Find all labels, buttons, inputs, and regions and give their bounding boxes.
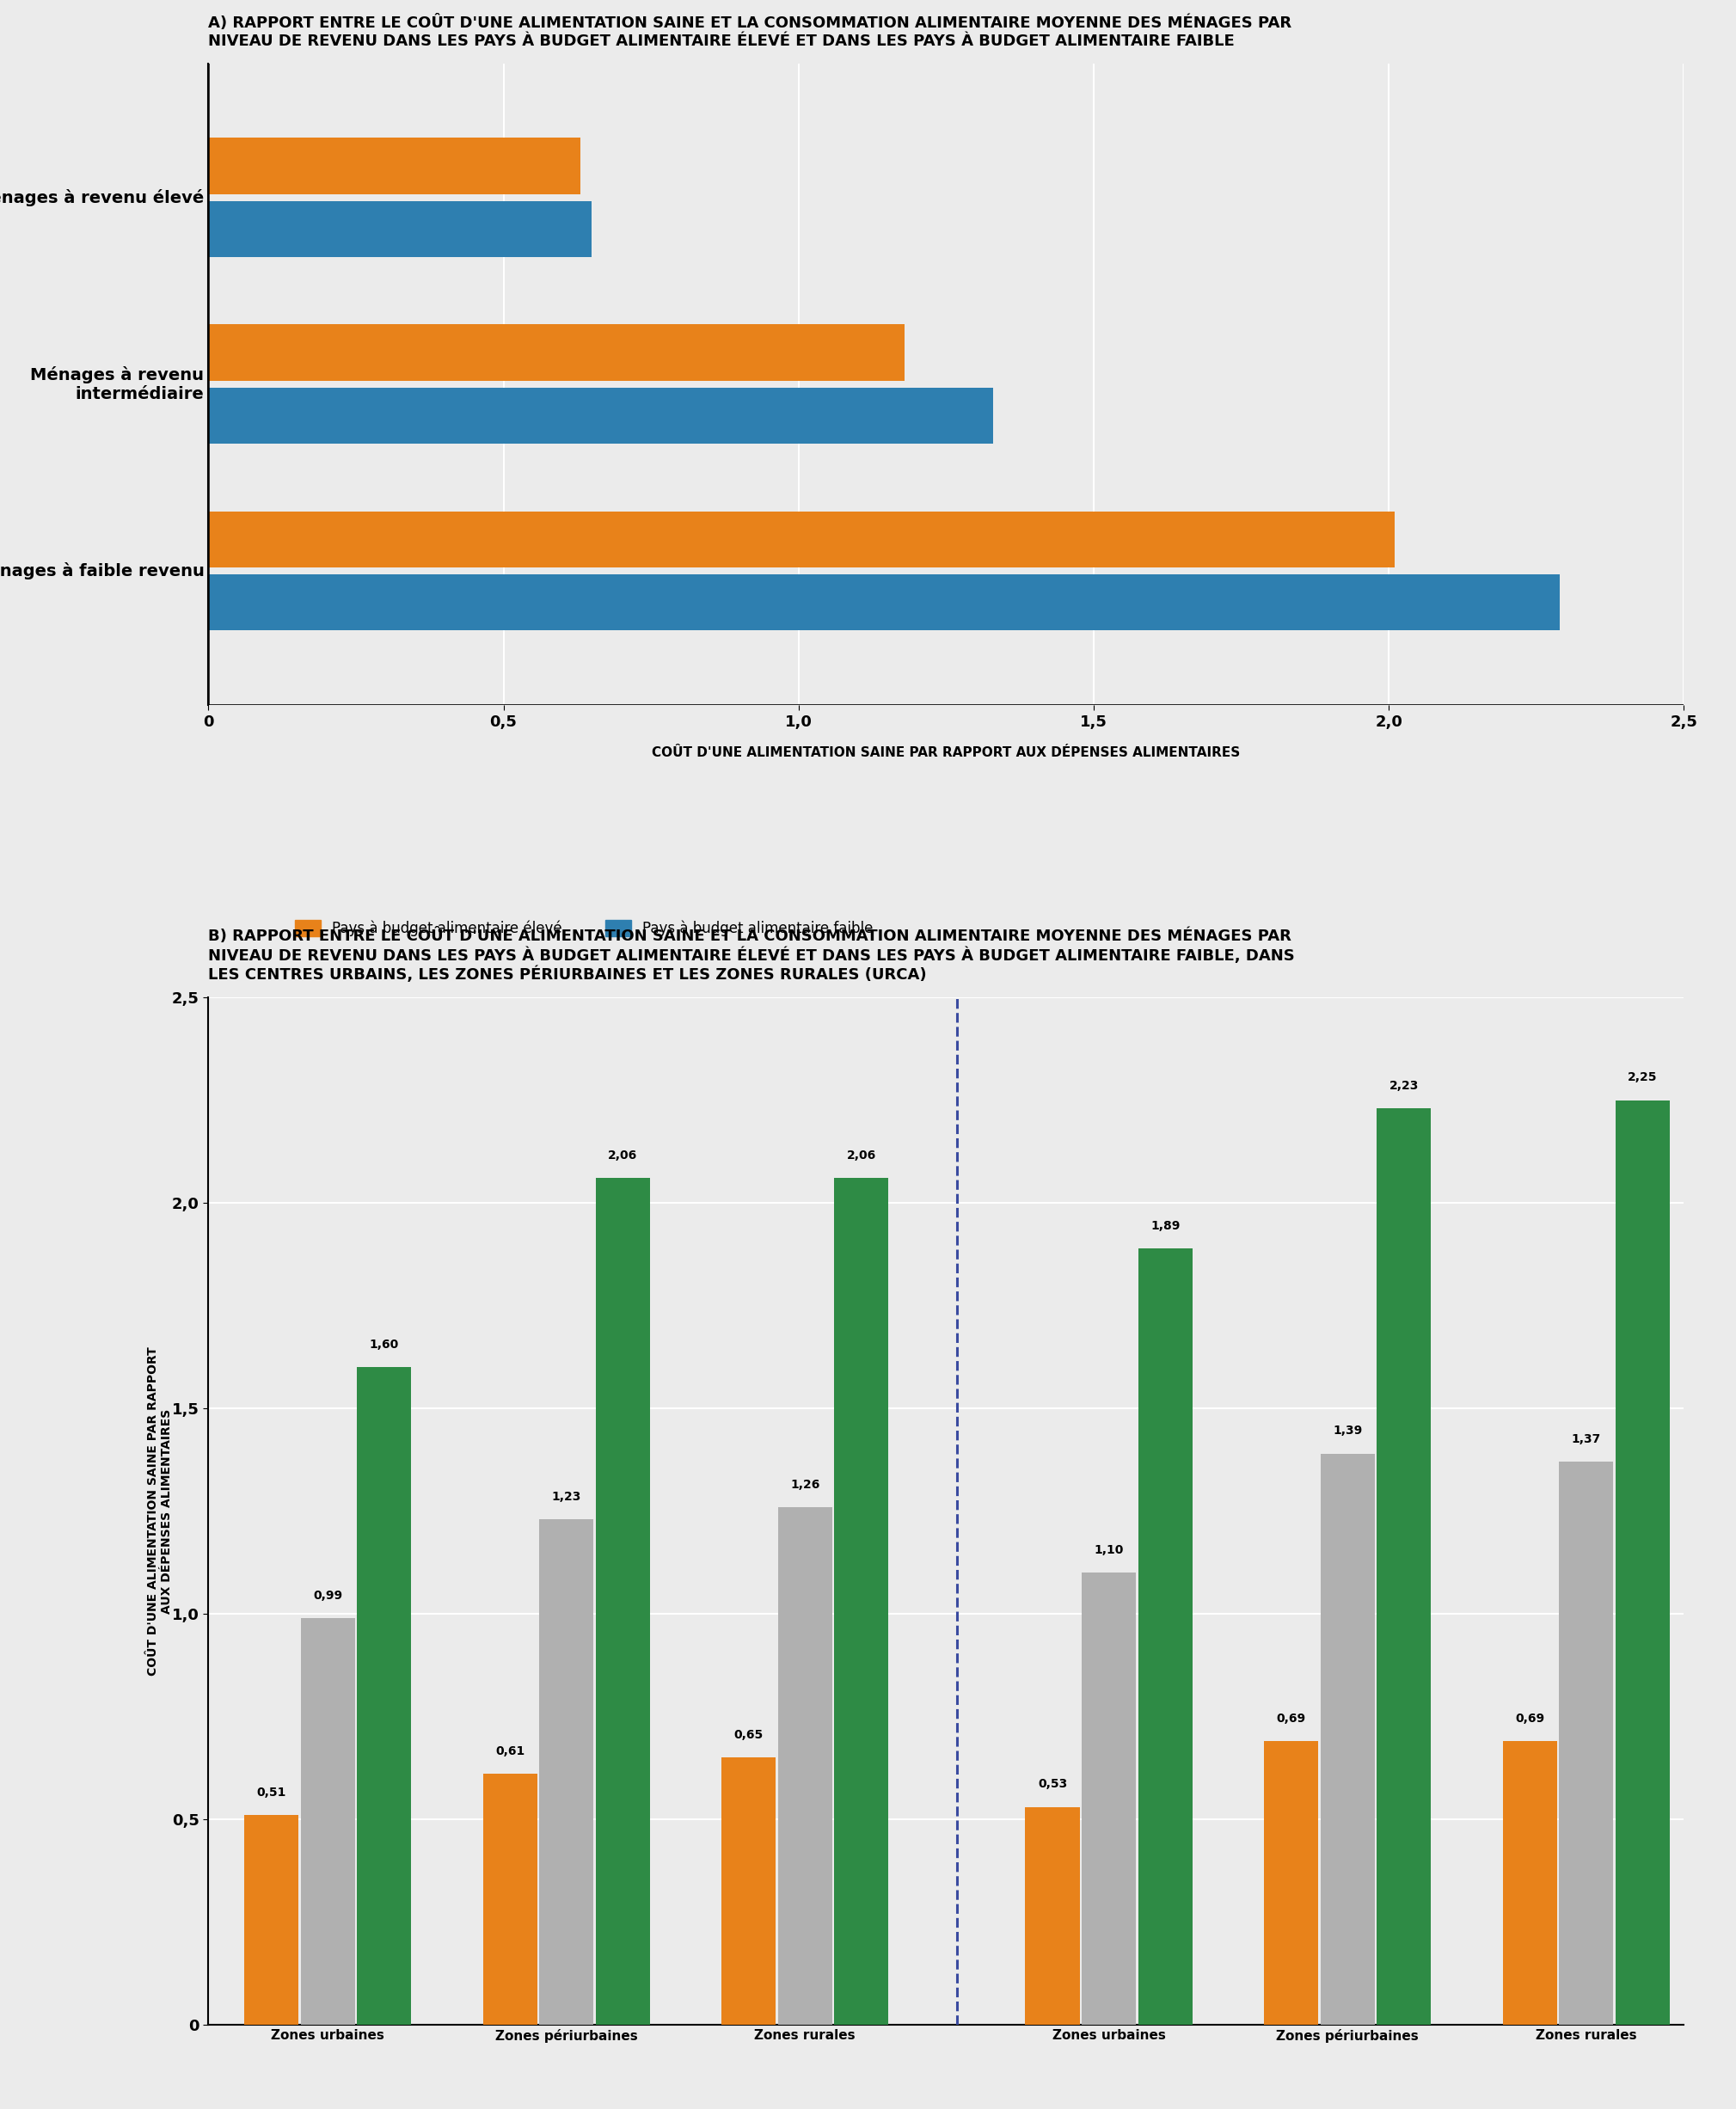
Text: 1,60: 1,60 [370, 1339, 399, 1350]
Text: 1,37: 1,37 [1571, 1434, 1601, 1445]
Text: 1,89: 1,89 [1151, 1219, 1180, 1232]
Bar [245, 1816, 299, 2025]
Bar [1264, 1742, 1318, 2025]
Bar [1082, 1573, 1135, 2025]
Bar [1321, 1453, 1375, 2025]
Text: A) RAPPORT ENTRE LE COÛT D'UNE ALIMENTATION SAINE ET LA CONSOMMATION ALIMENTAIRE: A) RAPPORT ENTRE LE COÛT D'UNE ALIMENTAT… [208, 15, 1292, 49]
Bar [722, 1757, 776, 2025]
Bar [1139, 1249, 1193, 2025]
Bar [1026, 1807, 1080, 2025]
Text: 0,65: 0,65 [734, 1729, 764, 1742]
Text: 1,10: 1,10 [1094, 1544, 1123, 1556]
Text: 0,99: 0,99 [312, 1590, 342, 1601]
Bar [208, 200, 592, 257]
Bar [1503, 1742, 1557, 2025]
Text: 0,69: 0,69 [1276, 1713, 1305, 1725]
Bar [208, 137, 580, 194]
Bar [208, 325, 904, 380]
Text: 0,53: 0,53 [1038, 1778, 1068, 1791]
Bar [778, 1508, 832, 2025]
Text: 1,23: 1,23 [552, 1491, 582, 1504]
Text: 2,25: 2,25 [1628, 1071, 1658, 1084]
Text: 1,39: 1,39 [1333, 1426, 1363, 1436]
Legend: Pays à budget alimentaire élevé, Pays à budget alimentaire faible: Pays à budget alimentaire élevé, Pays à … [290, 913, 878, 943]
Bar [835, 1179, 889, 2025]
Text: 0,51: 0,51 [257, 1786, 286, 1799]
Text: 0,61: 0,61 [495, 1746, 524, 1757]
Bar [208, 510, 1394, 567]
Bar [208, 388, 993, 445]
Text: 2,23: 2,23 [1389, 1080, 1418, 1092]
Bar [595, 1179, 649, 2025]
Bar [358, 1367, 411, 2025]
Text: 2,06: 2,06 [608, 1149, 637, 1162]
Bar [300, 1618, 354, 2025]
Bar [1377, 1109, 1430, 2025]
Bar [1559, 1462, 1613, 2025]
Text: 2,06: 2,06 [847, 1149, 877, 1162]
Text: B) RAPPORT ENTRE LE COÛT D'UNE ALIMENTATION SAINE ET LA CONSOMMATION ALIMENTAIRE: B) RAPPORT ENTRE LE COÛT D'UNE ALIMENTAT… [208, 928, 1295, 983]
Text: 0,69: 0,69 [1516, 1713, 1545, 1725]
Bar [1616, 1101, 1670, 2025]
X-axis label: COÛT D'UNE ALIMENTATION SAINE PAR RAPPORT AUX DÉPENSES ALIMENTAIRES: COÛT D'UNE ALIMENTATION SAINE PAR RAPPOR… [653, 747, 1240, 759]
Text: 1,26: 1,26 [790, 1478, 819, 1491]
Y-axis label: COÛT D'UNE ALIMENTATION SAINE PAR RAPPORT
AUX DÉPENSES ALIMENTAIRES: COÛT D'UNE ALIMENTATION SAINE PAR RAPPOR… [148, 1346, 174, 1675]
Bar [483, 1774, 536, 2025]
Bar [208, 574, 1561, 631]
Bar [540, 1518, 594, 2025]
